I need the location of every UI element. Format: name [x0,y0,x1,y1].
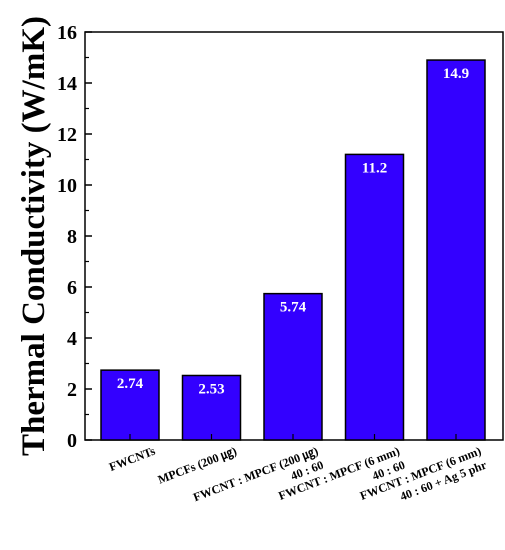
y-tick-label: 6 [67,277,77,299]
y-tick-label: 4 [67,328,77,350]
bar [100,369,160,441]
bar [426,59,486,441]
y-tick-label: 14 [57,73,77,95]
y-tick-label: 0 [67,430,77,452]
bar [263,292,323,441]
data-label: 14.9 [443,66,469,82]
data-label: 2.53 [198,381,224,397]
y-axis: 0 2 4 6 8 10 12 14 16 [57,22,92,452]
data-label: 11.2 [362,160,387,176]
y-tick-label: 12 [57,124,77,146]
bars [100,59,486,441]
data-labels: 2.74 2.53 5.74 11.2 14.9 [117,66,469,397]
bar [344,153,405,441]
y-tick-label: 10 [57,175,77,197]
y-tick-label: 8 [67,226,77,248]
x-tick-label: FWCNTs [107,444,157,474]
data-label: 2.74 [117,376,144,392]
x-tick-label-line: FWCNTs [107,444,157,474]
y-axis-label: Thermal Conductivity (W/mK) [16,16,52,456]
bar [181,374,242,441]
data-label: 5.74 [280,300,307,316]
y-tick-label: 2 [67,379,77,401]
y-tick-label: 16 [57,22,77,44]
